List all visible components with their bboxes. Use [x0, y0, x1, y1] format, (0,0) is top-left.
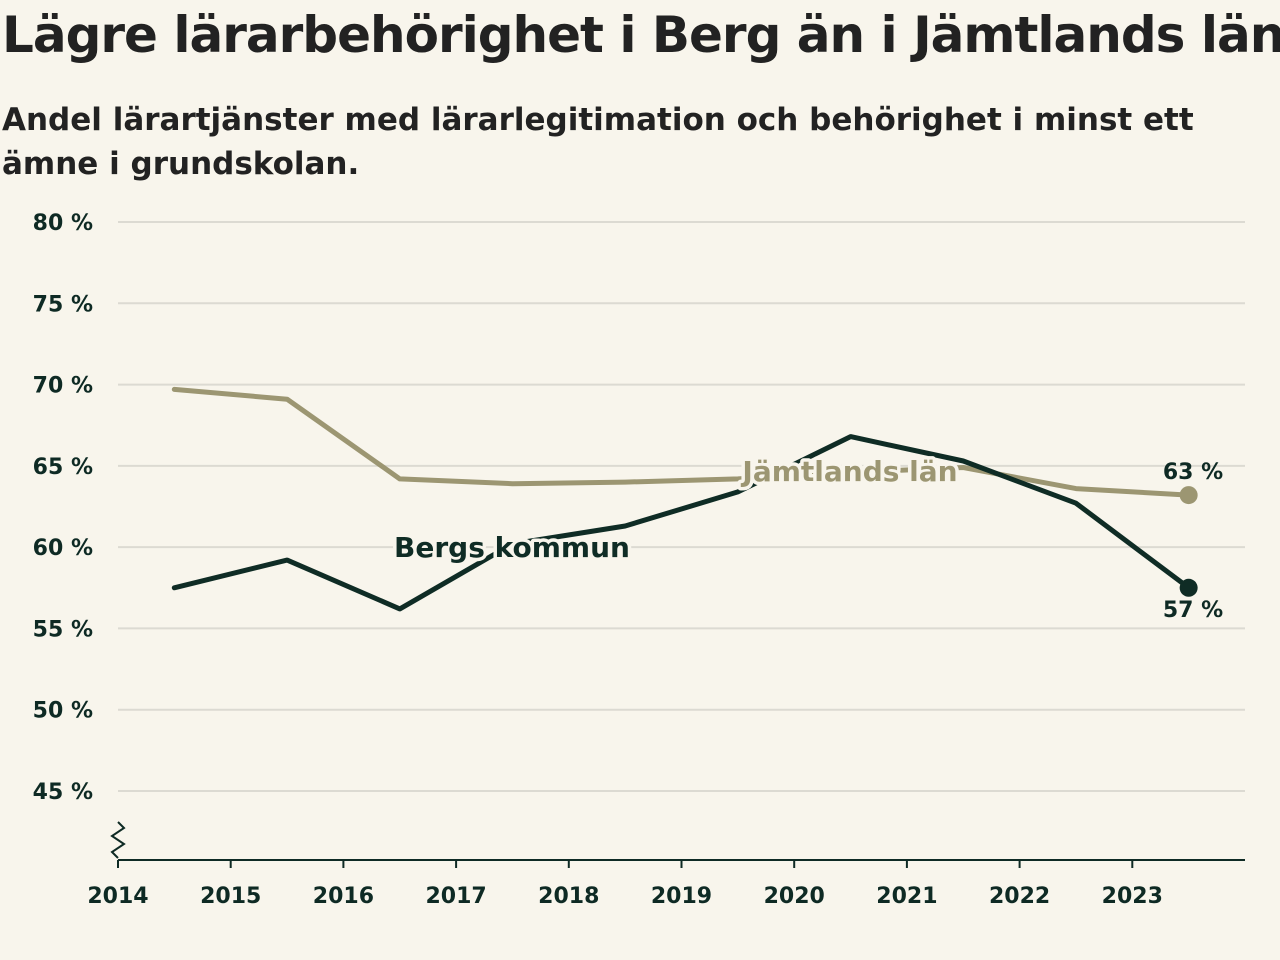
x-tick-label: 2022 — [989, 884, 1050, 909]
y-tick-label: 65 % — [33, 455, 93, 480]
end-point-berg — [1179, 578, 1198, 597]
y-tick-label: 80 % — [33, 211, 93, 236]
y-tick-label: 75 % — [33, 292, 93, 317]
axis-break-icon — [110, 821, 126, 859]
end-value-berg: 57 % — [1163, 598, 1223, 623]
x-tick-label: 2018 — [538, 884, 599, 909]
x-tick-label: 2016 — [313, 884, 374, 909]
series-line-berg — [171, 434, 1192, 612]
series-labels: Jämtlands län Bergs kommun 63 % 57 % — [391, 452, 1224, 624]
series-label-berg: Bergs kommun — [394, 531, 630, 564]
y-tick-label: 60 % — [33, 536, 93, 561]
x-tick-label: 2015 — [200, 884, 261, 909]
x-tick-label: 2014 — [87, 884, 148, 909]
axes: 45 % 50 % 55 % 60 % 65 % 70 % 75 % 80 % 2014 2015… — [33, 211, 1245, 909]
chart-title: Lägre lärarbehörighet i Berg än i Jämtla… — [2, 6, 1280, 64]
series-lines — [171, 386, 1198, 612]
y-tick-label: 45 % — [33, 780, 93, 805]
y-tick-label: 70 % — [33, 374, 93, 399]
x-tick-label: 2019 — [651, 884, 712, 909]
y-tick-label: 55 % — [33, 617, 93, 642]
chart-subtitle: Andel lärartjänster med lärarlegitimatio… — [2, 102, 1194, 182]
x-tick-label: 2023 — [1102, 884, 1163, 909]
x-tick-label: 2021 — [876, 884, 937, 909]
y-tick-label: 50 % — [33, 699, 93, 724]
x-tick-label: 2017 — [425, 884, 486, 909]
grid-lines — [118, 221, 1245, 792]
series-line-jamtland — [171, 386, 1192, 498]
series-label-jamtland: Jämtlands län — [740, 455, 957, 488]
x-tick-label: 2020 — [764, 884, 825, 909]
end-value-jamtland: 63 % — [1163, 460, 1223, 485]
end-point-jamtland — [1179, 486, 1198, 505]
